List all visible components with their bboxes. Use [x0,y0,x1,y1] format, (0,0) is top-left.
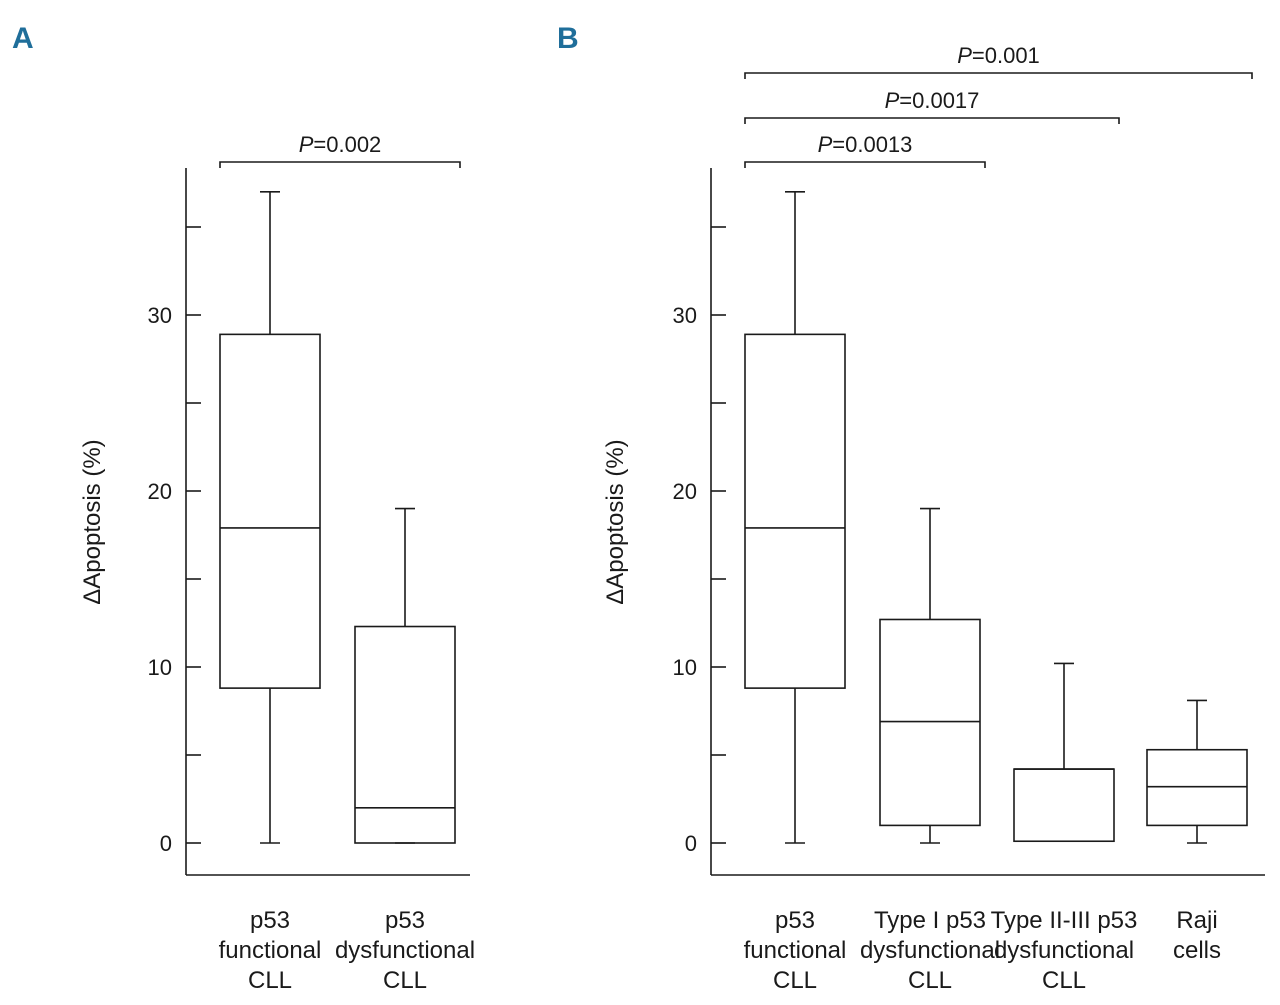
panel-letter: A [12,22,34,55]
x-category-label: Raji [1176,907,1217,934]
y-tick-label: 20 [148,479,172,504]
x-category-label: dysfunctional [860,937,1000,964]
y-tick-label: 10 [673,655,697,680]
x-category-label: CLL [773,967,817,994]
significance-bracket [744,72,1253,79]
p-value-label: P=0.0013 [818,132,913,157]
box-iqr [354,625,456,844]
y-tick-label: 0 [160,831,172,856]
panel-letter: B [557,22,579,55]
y-tick-label: 30 [148,303,172,328]
p-symbol: P [818,132,833,157]
box-iqr [1013,768,1115,843]
y-tick-label: 0 [685,831,697,856]
box-iqr [744,333,846,689]
p-value: =0.0017 [899,88,979,113]
x-category-label: functional [744,937,847,964]
x-category-label: dysfunctional [335,937,475,964]
x-category-label: CLL [908,967,952,994]
x-category-label: CLL [248,967,292,994]
x-category-label: cells [1173,937,1221,964]
x-category-label: Type II-III p53 [991,907,1138,934]
box-iqr [219,333,321,689]
p-symbol: P [885,88,900,113]
y-axis-label: ΔApoptosis (%) [602,439,629,604]
x-category-label: p53 [775,907,815,934]
y-tick-label: 30 [673,303,697,328]
x-category-label: CLL [1042,967,1086,994]
significance-bracket [744,161,986,168]
panel-b: B 0 10 20 30 ΔApoptosis (%) p53 functional CLL Ty… [557,22,1265,994]
p-value: =0.002 [313,132,381,157]
x-category-label: Type I p53 [874,907,986,934]
panel-a: A 0 10 20 30 ΔApoptosis (%) p53 functional CLL p5… [12,22,475,994]
p-value-label: P=0.002 [299,132,382,157]
p-value: =0.0013 [832,132,912,157]
box-iqr [1146,748,1248,827]
significance-bracket [744,117,1120,124]
x-category-label: p53 [385,907,425,934]
y-axis-label: ΔApoptosis (%) [79,439,106,604]
p-value-label: P=0.0017 [885,88,980,113]
box-iqr [879,618,981,827]
p-symbol: P [299,132,314,157]
y-tick-label: 20 [673,479,697,504]
x-category-label: CLL [383,967,427,994]
x-category-label: p53 [250,907,290,934]
significance-bracket [219,161,461,168]
p-value: =0.001 [972,43,1040,68]
p-value-label: P=0.001 [957,43,1040,68]
x-category-label: functional [219,937,322,964]
x-category-label: dysfunctional [994,937,1134,964]
p-symbol: P [957,43,972,68]
y-tick-label: 10 [148,655,172,680]
